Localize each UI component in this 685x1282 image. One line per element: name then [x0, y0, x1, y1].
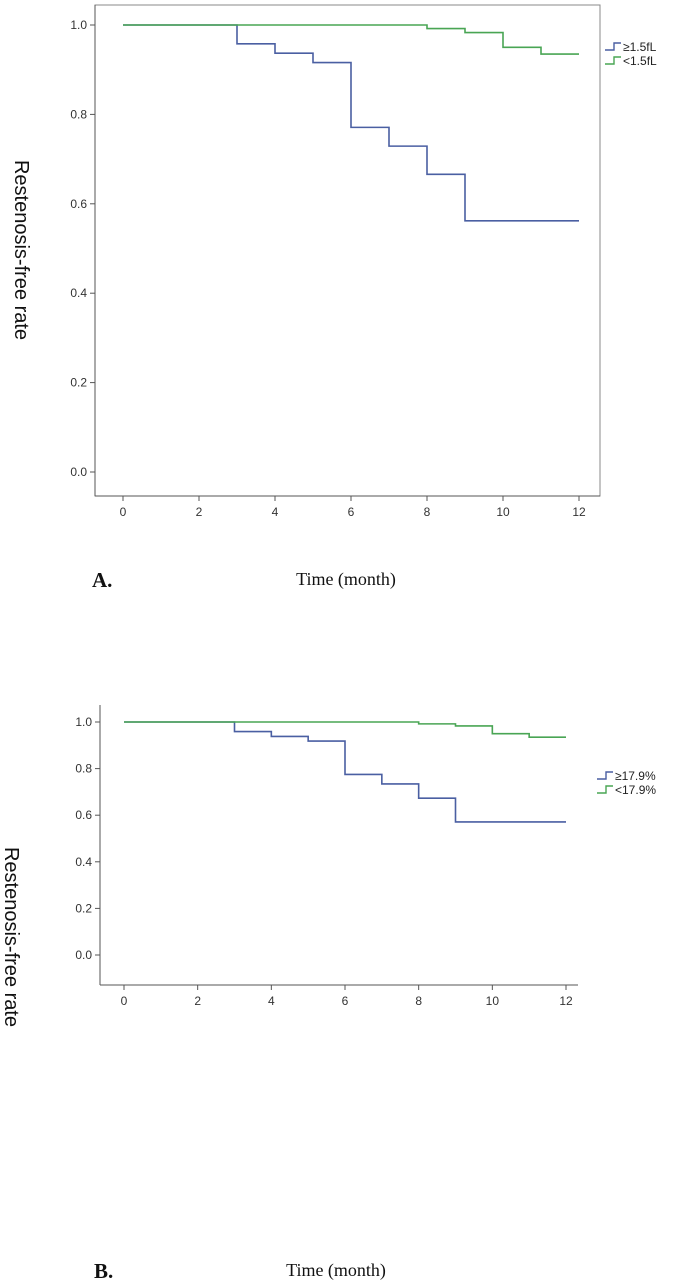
x-tick-label: 8	[415, 994, 422, 1008]
legend-swatch	[605, 56, 621, 65]
y-axis-label-b: Restenosis-free rate	[0, 847, 22, 1027]
x-tick-label: 2	[196, 505, 203, 519]
x-tick-label: 4	[268, 994, 275, 1008]
x-axis-label-a: Time (month)	[296, 569, 396, 590]
legend-label: <1.5fL	[623, 54, 657, 68]
x-tick-label: 0	[120, 505, 127, 519]
y-ticks-a: 0.0 0.2 0.4 0.6 0.8 1.0	[70, 18, 95, 479]
x-tick-label: 6	[342, 994, 349, 1008]
y-tick-label: 1.0	[75, 715, 92, 729]
x-tick-label: 12	[572, 505, 586, 519]
y-tick-label: 0.4	[75, 855, 92, 869]
y-tick-label: 1.0	[70, 18, 87, 32]
y-tick-label: 0.6	[75, 808, 92, 822]
legend-label: ≥17.9%	[615, 769, 656, 783]
series-lines-b	[124, 721, 566, 823]
km-step-line-high	[124, 721, 566, 823]
y-tick-label: 0.0	[75, 948, 92, 962]
km-step-line-low	[124, 721, 566, 738]
chart-panel-b: 0.0 0.2 0.4 0.6 0.8 1.0 0 2 4 6 8 10 12 ≥17.9%<17.9…	[0, 705, 656, 1282]
x-ticks-a: 0 2 4 6 8 10 12	[120, 496, 586, 519]
y-tick-label: 0.8	[75, 762, 92, 776]
y-tick-label: 0.8	[70, 107, 87, 121]
legend-swatch	[605, 42, 621, 51]
x-tick-label: 6	[348, 505, 355, 519]
x-tick-label: 0	[121, 994, 128, 1008]
legend-b: ≥17.9%<17.9%	[597, 769, 656, 797]
y-tick-label: 0.0	[70, 465, 87, 479]
x-axis-label-b: Time (month)	[286, 1260, 386, 1281]
panel-label-a: A.	[92, 568, 112, 592]
x-tick-label: 8	[424, 505, 431, 519]
x-ticks-b: 0 2 4 6 8 10 12	[121, 985, 573, 1008]
plot-frame-a	[94, 4, 601, 497]
km-step-line-high	[123, 24, 579, 222]
x-tick-label: 2	[194, 994, 201, 1008]
y-tick-label: 0.2	[70, 376, 87, 390]
series-lines-a	[123, 24, 579, 222]
x-tick-label: 12	[559, 994, 573, 1008]
legend-a: ≥1.5fL<1.5fL	[605, 40, 657, 68]
y-tick-label: 0.2	[75, 901, 92, 915]
y-ticks-b: 0.0 0.2 0.4 0.6 0.8 1.0	[75, 715, 100, 962]
legend-label: ≥1.5fL	[623, 40, 657, 54]
legend-swatch	[597, 785, 613, 794]
legend-swatch	[597, 771, 613, 780]
x-tick-label: 4	[272, 505, 279, 519]
y-tick-label: 0.6	[70, 197, 87, 211]
y-axis-label-a: Restenosis-free rate	[10, 160, 32, 340]
km-step-line-low	[123, 24, 579, 55]
x-tick-label: 10	[496, 505, 510, 519]
panel-label-b: B.	[94, 1259, 113, 1282]
chart-panel-a: 0.0 0.2 0.4 0.6 0.8 1.0 0 2 4 6 8 10 12 ≥1.5fL<1.5f…	[10, 4, 657, 592]
y-tick-label: 0.4	[70, 286, 87, 300]
x-tick-label: 10	[486, 994, 500, 1008]
legend-label: <17.9%	[615, 783, 656, 797]
